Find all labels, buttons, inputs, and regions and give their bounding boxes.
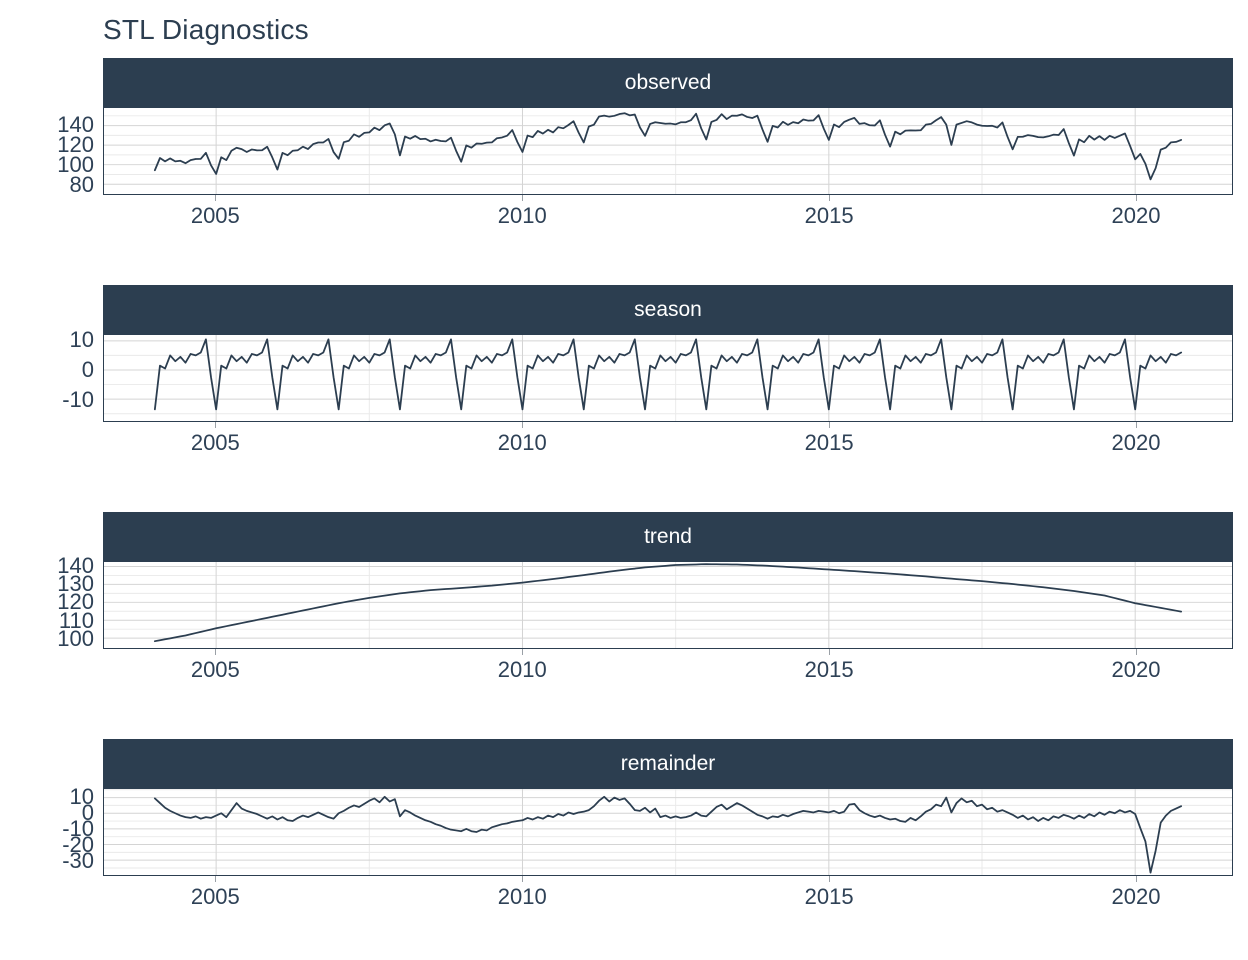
plot-svg-trend (104, 562, 1232, 648)
x-tick-mark (215, 649, 217, 655)
x-tick-label: 2015 (804, 884, 854, 909)
y-tick-label: -30 (62, 847, 94, 873)
facet-strip-observed: observed (103, 58, 1233, 107)
y-tick-label: 10 (69, 783, 94, 809)
x-axis-season: 2005 2010 2015 2020 (103, 422, 1233, 462)
facet-strip-remainder: remainder (103, 739, 1233, 788)
x-tick-label: 2015 (804, 657, 854, 682)
facet-strip-label: remainder (620, 751, 716, 775)
x-axis-observed: 2005 2010 2015 2020 (103, 195, 1233, 235)
plot-area-trend (103, 561, 1233, 649)
facet-strip-label: observed (624, 70, 712, 94)
x-tick-label: 2015 (804, 430, 854, 455)
series-line-remainder (153, 795, 1183, 874)
y-tick-label: -10 (62, 815, 94, 841)
x-tick-mark (1136, 876, 1138, 882)
x-tick-mark (829, 649, 831, 655)
x-tick-label: 2010 (497, 430, 547, 455)
y-tick-label: 10 (69, 326, 94, 352)
y-tick-label: 140 (57, 552, 94, 578)
facet-panel-season: season 10 0 -10 2005 2010 2015 2020 (0, 285, 1248, 512)
x-tick-mark (829, 876, 831, 882)
x-tick-label: 2010 (497, 203, 547, 228)
x-tick-mark (215, 876, 217, 882)
x-tick-mark (215, 422, 217, 428)
x-tick-mark (829, 195, 831, 201)
plot-area-season (103, 334, 1233, 422)
y-tick-label: -10 (62, 386, 94, 412)
x-tick-label: 2020 (1111, 884, 1161, 909)
y-tick-label: 120 (57, 132, 94, 157)
x-tick-label: 2020 (1111, 203, 1161, 228)
x-tick-mark (1136, 649, 1138, 655)
y-tick-label: 110 (58, 607, 94, 633)
y-tick-label: 140 (57, 112, 94, 137)
x-tick-mark (215, 195, 217, 201)
x-tick-label: 2015 (804, 203, 854, 228)
plot-svg-remainder (104, 789, 1232, 875)
y-tick-label: 0 (81, 799, 94, 825)
y-tick-label: 100 (57, 625, 94, 651)
series-line-observed (153, 112, 1183, 181)
y-axis-observed: 140 120 100 80 (0, 107, 103, 197)
x-tick-label: 2005 (190, 884, 240, 909)
plot-svg-observed (104, 108, 1232, 194)
y-tick-label: 80 (69, 172, 94, 197)
y-tick-label: 120 (57, 589, 94, 615)
facet-strip-label: trend (644, 524, 692, 548)
y-tick-label: -20 (62, 831, 94, 857)
x-tick-label: 2005 (190, 657, 240, 682)
facet-panel-observed: observed 140 120 100 80 2005 2010 2015 2020 (0, 58, 1248, 285)
y-tick-label: 0 (81, 356, 94, 382)
x-tick-label: 2010 (497, 884, 547, 909)
y-axis-trend: 140 130 120 110 100 (0, 554, 103, 651)
x-axis-trend: 2005 2010 2015 2020 (103, 649, 1233, 689)
series-line-season (153, 338, 1183, 411)
plot-svg-season (104, 335, 1232, 421)
plot-area-remainder (103, 788, 1233, 876)
facet-strip-trend: trend (103, 512, 1233, 561)
chart-title: STL Diagnostics (103, 14, 309, 45)
plot-area-observed (103, 107, 1233, 195)
x-tick-mark (522, 649, 524, 655)
x-tick-mark (1136, 195, 1138, 201)
x-tick-label: 2020 (1111, 430, 1161, 455)
x-tick-mark (522, 422, 524, 428)
x-tick-mark (522, 195, 524, 201)
x-tick-mark (829, 422, 831, 428)
y-tick-label: 100 (57, 152, 94, 177)
y-axis-season: 10 0 -10 (0, 328, 103, 422)
x-tick-label: 2020 (1111, 657, 1161, 682)
x-tick-mark (522, 876, 524, 882)
facet-panel-trend: trend 140 130 120 110 100 2005 2010 2015 2020 (0, 512, 1248, 739)
x-tick-mark (1136, 422, 1138, 428)
x-tick-label: 2005 (190, 430, 240, 455)
x-tick-label: 2010 (497, 657, 547, 682)
facet-panel-remainder: remainder 10 0 -10 -20 -30 2005 2010 2015 2020 (0, 739, 1248, 960)
y-axis-remainder: 10 0 -10 -20 -30 (0, 783, 103, 876)
y-tick-label: 130 (57, 570, 94, 596)
facet-strip-season: season (103, 285, 1233, 334)
x-axis-remainder: 2005 2010 2015 2020 (103, 876, 1233, 916)
series-line-trend (153, 563, 1183, 643)
x-tick-label: 2005 (190, 203, 240, 228)
facet-strip-label: season (634, 297, 702, 321)
